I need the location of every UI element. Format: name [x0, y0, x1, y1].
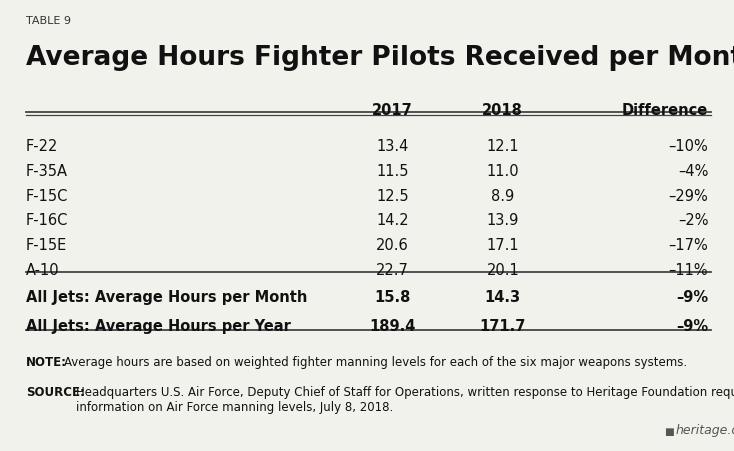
Text: –4%: –4% [678, 164, 708, 179]
Text: F-15C: F-15C [26, 189, 68, 203]
Text: –17%: –17% [669, 238, 708, 253]
Text: 2017: 2017 [372, 103, 413, 118]
Text: 8.9: 8.9 [491, 189, 515, 203]
Text: 2018: 2018 [482, 103, 523, 118]
Text: –2%: –2% [677, 213, 708, 228]
Text: F-35A: F-35A [26, 164, 68, 179]
Text: 15.8: 15.8 [374, 290, 411, 304]
Text: 14.2: 14.2 [377, 213, 409, 228]
Text: 13.4: 13.4 [377, 139, 409, 154]
Text: 22.7: 22.7 [377, 263, 409, 278]
Text: 189.4: 189.4 [369, 319, 416, 334]
Text: 171.7: 171.7 [479, 319, 526, 334]
Text: 17.1: 17.1 [487, 238, 519, 253]
Text: –11%: –11% [669, 263, 708, 278]
Text: TABLE 9: TABLE 9 [26, 16, 70, 26]
Text: A-10: A-10 [26, 263, 59, 278]
Text: All Jets: Average Hours per Year: All Jets: Average Hours per Year [26, 319, 291, 334]
Text: F-16C: F-16C [26, 213, 68, 228]
Text: –9%: –9% [676, 290, 708, 304]
Text: –9%: –9% [676, 319, 708, 334]
Text: All Jets: Average Hours per Month: All Jets: Average Hours per Month [26, 290, 307, 304]
Text: 11.5: 11.5 [377, 164, 409, 179]
Text: Average Hours Fighter Pilots Received per Month: Average Hours Fighter Pilots Received pe… [26, 45, 734, 71]
Text: SOURCE:: SOURCE: [26, 386, 84, 399]
Text: heritage.org: heritage.org [676, 424, 734, 437]
Text: 20.1: 20.1 [487, 263, 519, 278]
Text: 20.6: 20.6 [377, 238, 409, 253]
Text: Average hours are based on weighted fighter manning levels for each of the six m: Average hours are based on weighted figh… [64, 356, 687, 369]
Text: 14.3: 14.3 [484, 290, 521, 304]
Text: NOTE:: NOTE: [26, 356, 67, 369]
Text: Difference: Difference [622, 103, 708, 118]
Text: –10%: –10% [669, 139, 708, 154]
Text: 12.1: 12.1 [487, 139, 519, 154]
Text: Headquarters U.S. Air Force, Deputy Chief of Staff for Operations, written respo: Headquarters U.S. Air Force, Deputy Chie… [76, 386, 734, 414]
Text: 12.5: 12.5 [377, 189, 409, 203]
Text: 11.0: 11.0 [487, 164, 519, 179]
Text: –29%: –29% [669, 189, 708, 203]
Text: F-22: F-22 [26, 139, 58, 154]
Text: 13.9: 13.9 [487, 213, 519, 228]
Text: F-15E: F-15E [26, 238, 67, 253]
Text: ■: ■ [664, 428, 674, 437]
